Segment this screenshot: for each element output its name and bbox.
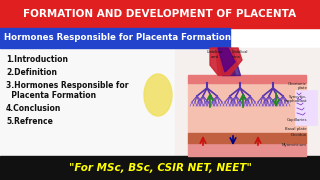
Bar	[175, 48, 320, 156]
Text: Placenta Formation: Placenta Formation	[6, 91, 96, 100]
Bar	[188, 143, 306, 156]
Bar	[188, 83, 306, 133]
Bar	[0, 48, 320, 156]
Text: Syncytio-
trophoblast: Syncytio- trophoblast	[284, 95, 307, 103]
Text: Umbilical
vena: Umbilical vena	[232, 50, 248, 59]
Text: 5.Refrence: 5.Refrence	[6, 117, 53, 126]
Text: 1.Introduction: 1.Introduction	[6, 55, 68, 64]
Bar	[188, 133, 306, 143]
Bar	[0, 156, 320, 180]
Polygon shape	[218, 48, 235, 72]
Polygon shape	[210, 48, 242, 75]
Text: 3.Hormones Responsible for: 3.Hormones Responsible for	[6, 81, 129, 90]
Text: Chorionic
plate: Chorionic plate	[288, 82, 307, 90]
Bar	[0, 0, 320, 28]
Text: 2.Definition: 2.Definition	[6, 68, 57, 77]
Text: Decidua: Decidua	[291, 133, 307, 137]
Ellipse shape	[144, 74, 172, 116]
Text: FORMATION AND DEVELOPMENT OF PLACENTA: FORMATION AND DEVELOPMENT OF PLACENTA	[23, 9, 297, 19]
Text: 4.Conclusion: 4.Conclusion	[6, 104, 61, 113]
Text: Umbilical
cord: Umbilical cord	[207, 50, 223, 59]
Text: "For MSc, BSc, CSIR NET, NEET": "For MSc, BSc, CSIR NET, NEET"	[68, 163, 252, 173]
Bar	[188, 75, 306, 83]
Bar	[0, 28, 230, 48]
Bar	[295, 90, 317, 125]
Text: Capillaries: Capillaries	[286, 118, 307, 122]
Text: Basal plate: Basal plate	[285, 127, 307, 131]
Text: Hormones Responsible for Placenta Formation: Hormones Responsible for Placenta Format…	[4, 33, 231, 42]
Text: Myometrium: Myometrium	[282, 143, 307, 147]
